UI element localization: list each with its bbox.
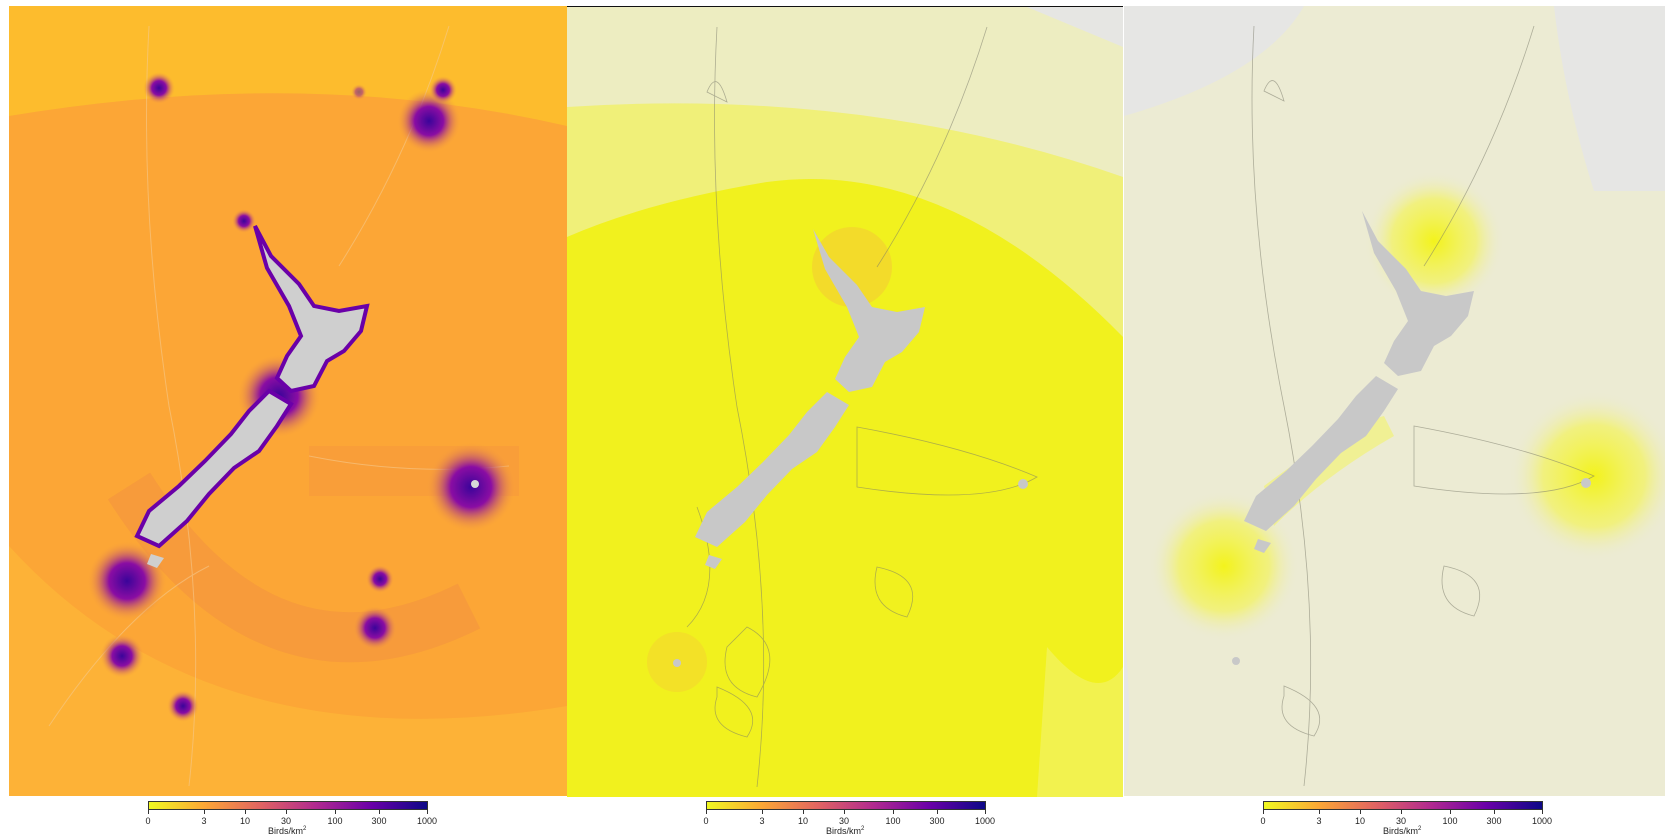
tick-label: 0 [703, 816, 709, 826]
colour-scale-bar [148, 801, 428, 810]
tick-label: 30 [838, 816, 850, 826]
bathymetry-contours [1251, 25, 1595, 787]
colour-legend: 0 3 10 30 100 300 1000 Birds/km2 [145, 801, 448, 838]
density-map-1 [9, 6, 567, 796]
tick-label: 100 [1442, 816, 1458, 826]
legend-title: Birds/km2 [268, 826, 307, 836]
new-zealand-landmass [673, 229, 1028, 667]
bathymetry-contours [48, 25, 510, 787]
tick-label: 1000 [1531, 816, 1553, 826]
tick-label: 1000 [416, 816, 438, 826]
tick-label: 300 [929, 816, 945, 826]
tick-label: 0 [145, 816, 151, 826]
tick-label: 3 [201, 816, 207, 826]
colour-scale-bar [1263, 801, 1543, 810]
tick-label: 30 [1395, 816, 1407, 826]
tick-label: 30 [280, 816, 292, 826]
tick-label: 10 [1354, 816, 1366, 826]
density-map-3 [1124, 6, 1665, 796]
tick-label: 3 [759, 816, 765, 826]
tick-label: 3 [1316, 816, 1322, 826]
colour-legend: 0 3 10 30 100 300 1000 Birds/km2 [703, 801, 1006, 838]
density-map-panel-1 [9, 6, 567, 796]
legend-title: Birds/km2 [826, 826, 865, 836]
tick-label: 10 [797, 816, 809, 826]
tick-label: 300 [1486, 816, 1502, 826]
tick-label: 1000 [974, 816, 996, 826]
tick-label: 10 [239, 816, 251, 826]
tick-label: 300 [371, 816, 387, 826]
colour-legend: 0 3 10 30 100 300 1000 Birds/km2 [1260, 801, 1563, 838]
tick-label: 100 [327, 816, 343, 826]
density-map-panel-3 [1124, 6, 1665, 796]
colour-scale-bar [706, 801, 986, 810]
new-zealand-landmass [134, 225, 479, 568]
tick-label: 100 [885, 816, 901, 826]
tick-label: 0 [1260, 816, 1266, 826]
density-map-panel-2 [567, 6, 1123, 797]
density-map-2 [567, 7, 1123, 797]
new-zealand-landmass [1232, 211, 1591, 665]
bathymetry-contours [686, 26, 1038, 788]
legend-title: Birds/km2 [1383, 826, 1422, 836]
